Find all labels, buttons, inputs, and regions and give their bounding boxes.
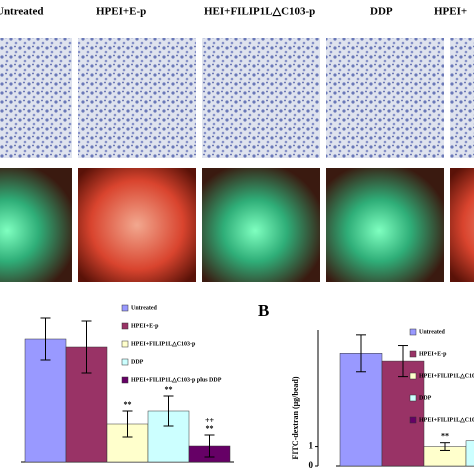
legend-label: Untreated (419, 329, 446, 335)
y-tick-label: 0 (309, 460, 314, 470)
legend-label: HPEI+FILIP1L△C103-p (131, 340, 196, 347)
legend-swatch (409, 394, 417, 402)
bead-photo (0, 168, 72, 282)
significance-mark: ** (165, 385, 173, 394)
legend-swatch (409, 350, 417, 358)
column-label: HPEI+ (434, 6, 467, 18)
bead-photo (202, 168, 320, 282)
legend-swatch (409, 416, 417, 424)
legend-label: HPEI+E-p (419, 351, 447, 357)
bead-photo (78, 168, 196, 282)
column-label: HEI+FILIP1L△C103-p (204, 6, 315, 18)
legend-label: HPEI+E-p (131, 323, 159, 329)
significance-mark: ** (124, 400, 132, 409)
bead-photo (326, 168, 444, 282)
legend-swatch (409, 372, 417, 380)
histology-image (202, 38, 320, 158)
bead-photo (450, 168, 474, 282)
significance-mark: ** (441, 432, 449, 441)
legend-swatch (121, 322, 129, 330)
histology-image (78, 38, 196, 158)
histology-image (0, 38, 72, 158)
histology-row (0, 38, 474, 158)
histology-image (450, 38, 474, 158)
legend-swatch (121, 340, 129, 348)
histology-image (326, 38, 444, 158)
column-label: DDP (370, 6, 393, 18)
legend-swatch (121, 376, 129, 384)
significance-mark: ** (206, 424, 214, 433)
legend-label: DDP (131, 359, 144, 365)
panel-label: B (258, 301, 269, 320)
bead-photo-row (0, 168, 474, 282)
legend-label: HPEI+FILIP1L△C103-p (419, 372, 474, 379)
bar (465, 440, 474, 467)
legend-swatch (409, 328, 417, 336)
bar (381, 360, 425, 467)
y-tick-label: 1 (309, 441, 314, 451)
legend-swatch (121, 304, 129, 312)
y-axis-label: FITC-dextran (μg/bead) (291, 376, 300, 459)
legend-swatch (121, 358, 129, 366)
legend-label: HPEI+FILIP1L△C103-p plus DDP (131, 376, 222, 383)
legend-label: DDP (419, 395, 432, 401)
column-label: Untreated (0, 6, 43, 18)
legend-label: Untreated (131, 305, 158, 311)
legend-label: HPEI+FILIP1L△C103-p plus DDP (419, 416, 474, 423)
significance-mark: ++ (205, 416, 215, 425)
column-label: HPEI+E-p (96, 6, 146, 18)
